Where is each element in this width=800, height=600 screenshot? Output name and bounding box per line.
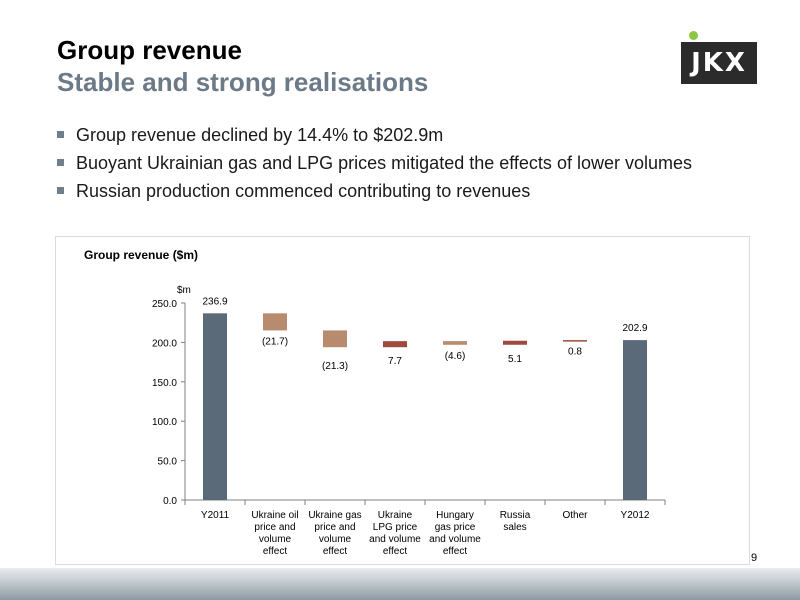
bullet-item: Group revenue declined by 14.4% to $202.… xyxy=(57,122,692,150)
waterfall-chart: Group revenue ($m) $m 0.0 50.0 100.0 150.0 2… xyxy=(84,248,666,557)
x-tick-label: effect xyxy=(383,546,407,557)
chart-panel: Group revenue ($m) $m 0.0 50.0 100.0 150.0 2… xyxy=(55,236,750,565)
y-tick-label: 250.0 xyxy=(152,299,177,310)
y-tick-label: 200.0 xyxy=(152,338,177,349)
x-tick-label: gas price xyxy=(435,522,476,533)
x-tick-label: price and xyxy=(314,522,355,533)
bar-decrease xyxy=(263,313,287,331)
bar-total xyxy=(203,313,227,500)
chart-title: Group revenue ($m) xyxy=(84,248,198,262)
bullet-list: Group revenue declined by 14.4% to $202.… xyxy=(57,122,692,206)
company-logo: JKX xyxy=(681,42,757,84)
logo-dot-icon xyxy=(689,31,698,40)
x-tick-label: and volume xyxy=(429,534,481,545)
x-tick-label: Russia xyxy=(500,510,531,521)
y-tick-label: 50.0 xyxy=(158,457,178,468)
x-tick-label: volume xyxy=(259,534,292,545)
page-title: Group revenue xyxy=(57,35,242,65)
bar-increase xyxy=(503,340,527,345)
bullet-square-icon xyxy=(57,131,64,138)
data-label: 236.9 xyxy=(202,296,227,307)
bar-decrease xyxy=(323,330,347,348)
footer-band xyxy=(0,568,800,600)
bar-increase xyxy=(563,340,587,342)
x-tick-label: Ukraine xyxy=(378,510,413,521)
data-label: 202.9 xyxy=(622,323,647,334)
bar-total xyxy=(623,340,647,500)
data-label: 7.7 xyxy=(388,356,402,367)
x-tick-label: volume xyxy=(319,534,352,545)
x-tick-label: Y2011 xyxy=(201,510,230,521)
x-tick-label: LPG price xyxy=(373,522,418,533)
y-axis-unit-label: $m xyxy=(177,285,191,296)
data-label: (21.3) xyxy=(322,361,348,372)
x-tick-label: effect xyxy=(263,546,287,557)
x-tick-label: price and xyxy=(254,522,295,533)
bullet-item: Russian production commenced contributin… xyxy=(57,178,692,206)
x-tick-label: Ukraine oil xyxy=(251,510,298,521)
bar-decrease xyxy=(443,341,467,345)
page-subtitle: Stable and strong realisations xyxy=(57,67,429,97)
x-tick-label: effect xyxy=(443,546,467,557)
bullet-square-icon xyxy=(57,159,64,166)
x-tick-label: Other xyxy=(562,510,588,521)
x-tick-label: Hungary xyxy=(436,510,474,521)
y-tick-label: 100.0 xyxy=(152,417,177,428)
data-label: 5.1 xyxy=(508,354,522,365)
x-tick-label: and volume xyxy=(369,534,421,545)
x-tick-label: sales xyxy=(503,522,526,533)
data-label: (4.6) xyxy=(445,351,466,362)
bar-increase xyxy=(383,341,407,348)
chart-marks: 0.0 50.0 100.0 150.0 200.0 250.0 236.9 Y2011 (21… xyxy=(152,296,666,557)
bullet-square-icon xyxy=(57,187,64,194)
data-label: (21.7) xyxy=(262,336,288,347)
x-tick-label: Ukraine gas xyxy=(308,510,361,521)
y-tick-label: 150.0 xyxy=(152,378,177,389)
y-tick-label: 0.0 xyxy=(163,496,177,507)
bullet-text: Russian production commenced contributin… xyxy=(76,181,531,201)
x-tick-label: Y2012 xyxy=(621,510,650,521)
bullet-text: Group revenue declined by 14.4% to $202.… xyxy=(76,125,444,145)
bullet-item: Buoyant Ukrainian gas and LPG prices mit… xyxy=(57,150,692,178)
x-tick-label: effect xyxy=(323,546,347,557)
page-number: 9 xyxy=(751,552,758,564)
data-label: 0.8 xyxy=(568,347,582,358)
bullet-text: Buoyant Ukrainian gas and LPG prices mit… xyxy=(76,153,692,173)
